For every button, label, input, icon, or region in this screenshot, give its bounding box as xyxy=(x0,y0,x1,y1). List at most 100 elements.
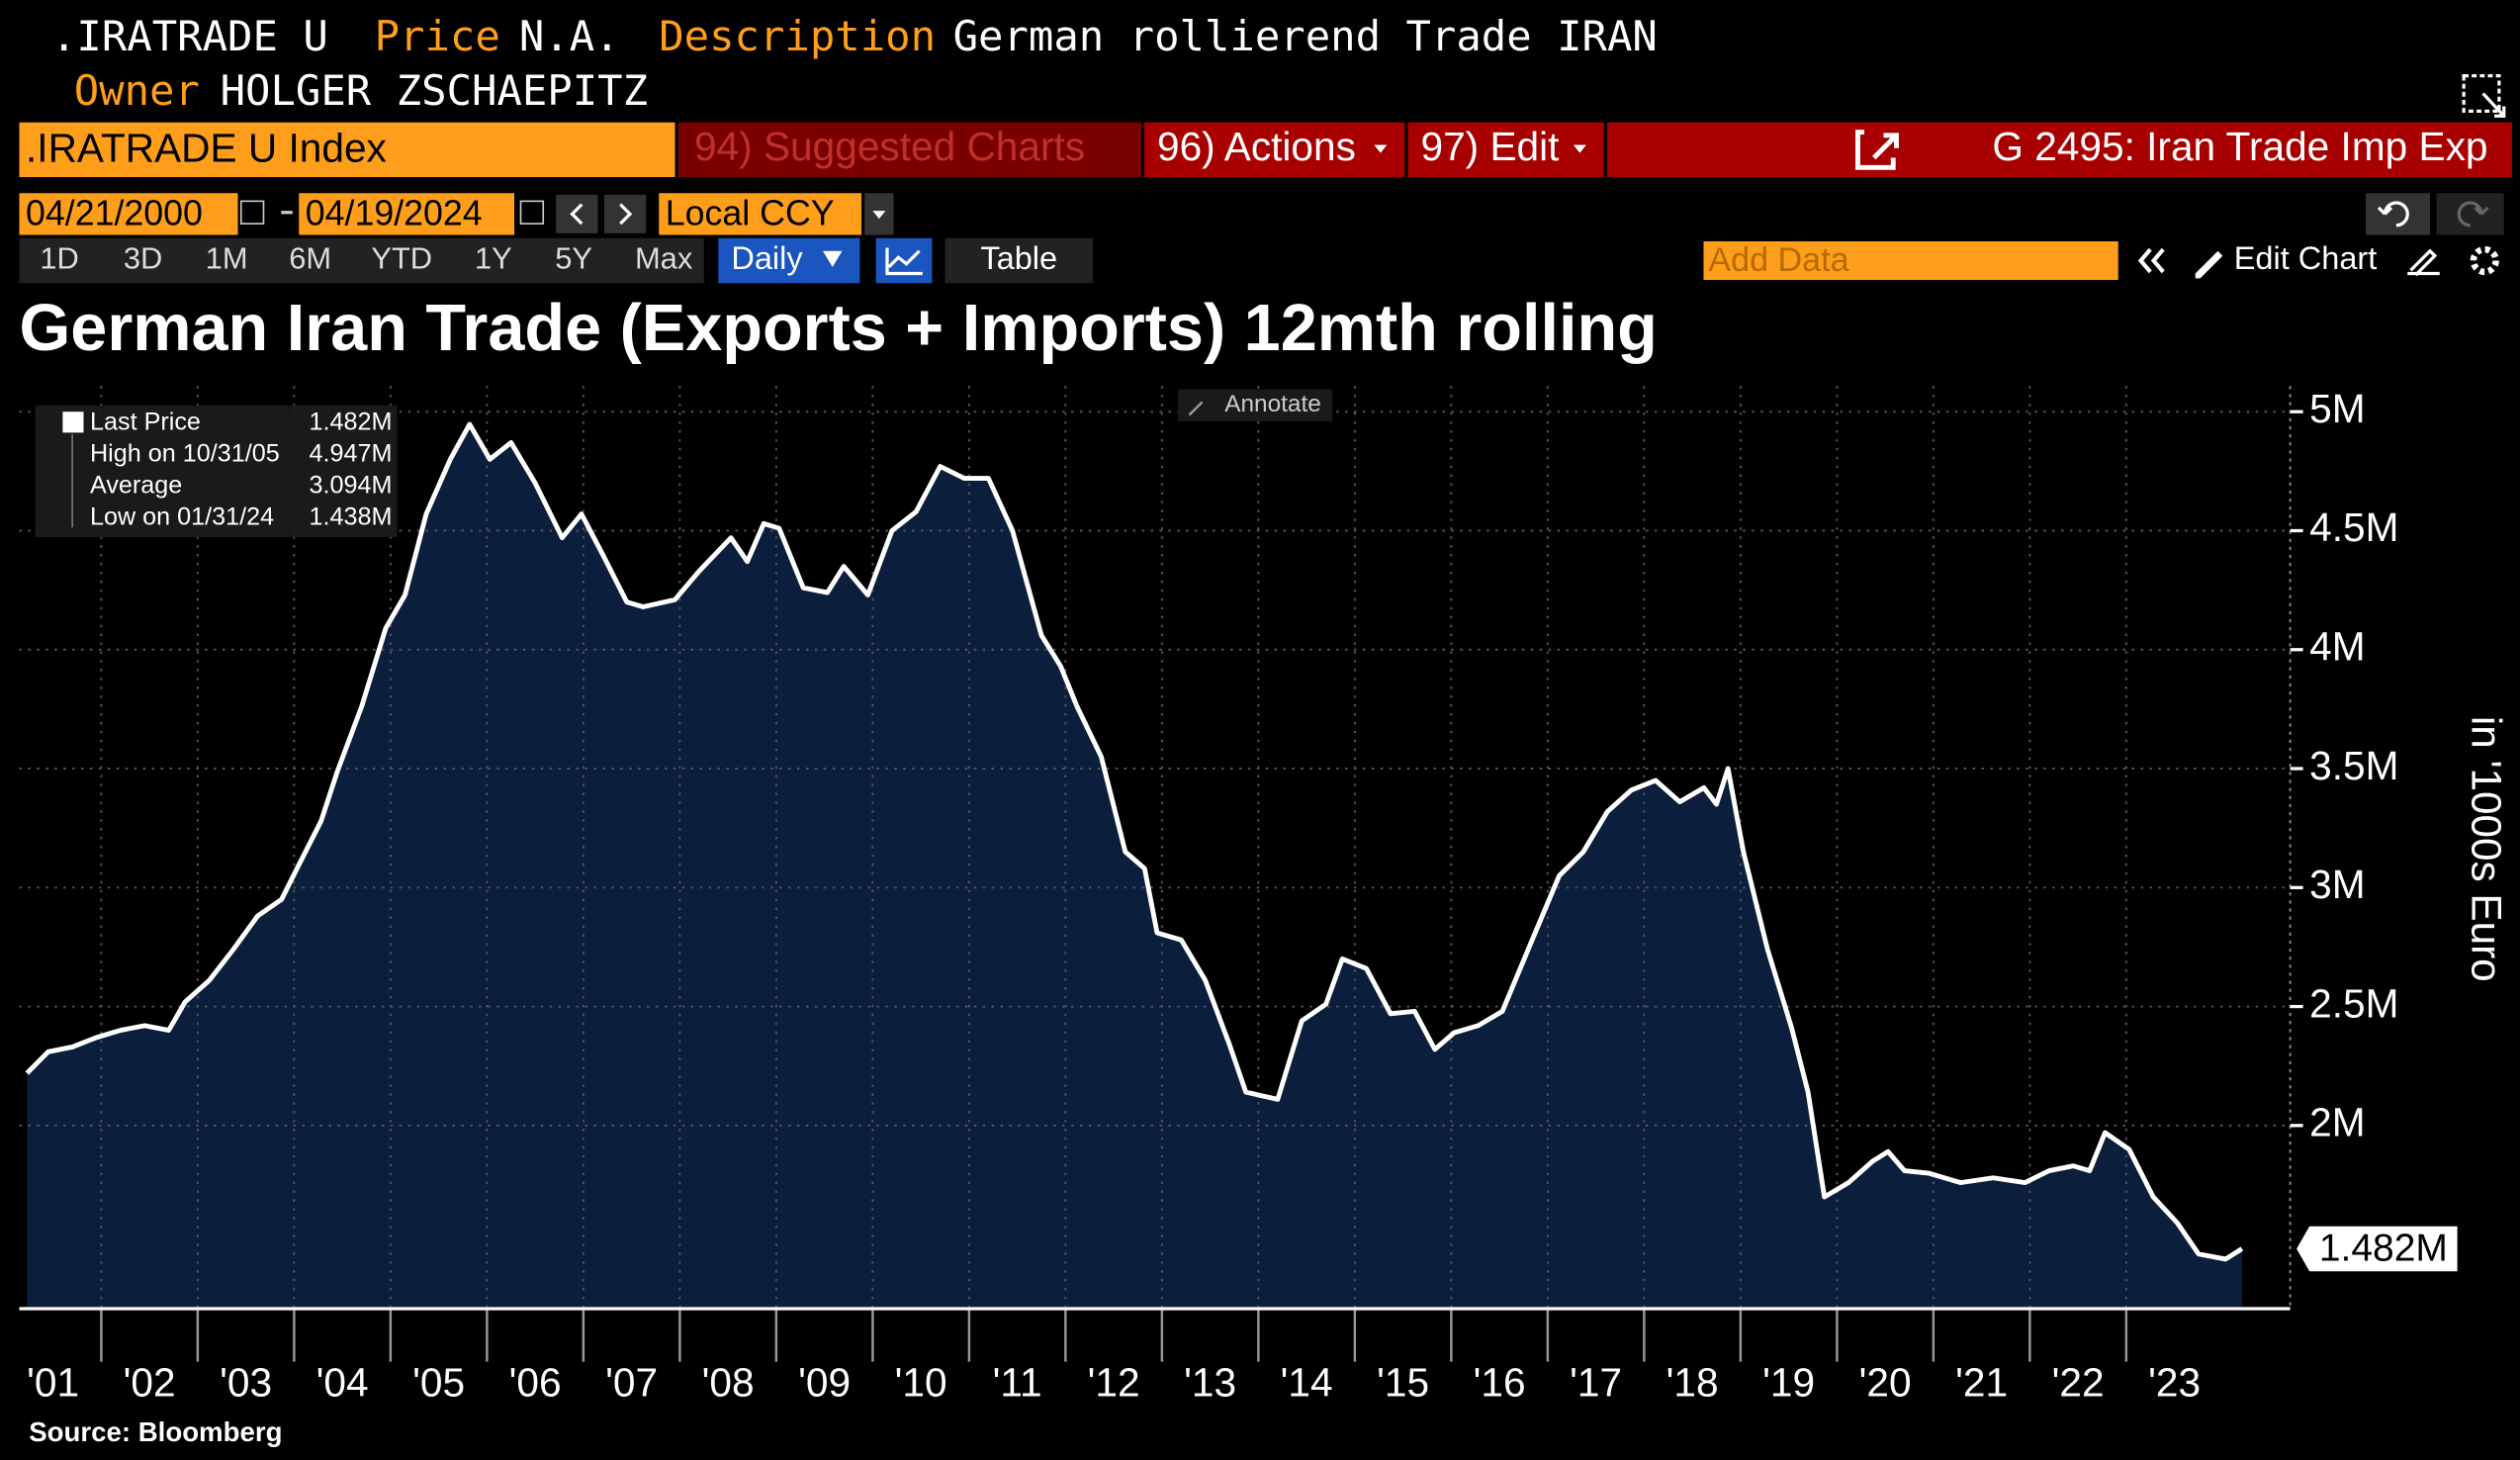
x-tick-label: '23 xyxy=(2148,1360,2201,1406)
legend-label: Average xyxy=(90,471,182,499)
edit: 97) Edit xyxy=(1421,124,1560,169)
end-date: 04/19/2024 xyxy=(306,193,483,232)
chart-name-bar[interactable] xyxy=(1607,122,2512,177)
prev-button[interactable] xyxy=(556,194,598,233)
x-tick-label: '05 xyxy=(412,1360,465,1406)
annotate-icon xyxy=(1188,401,1204,416)
x-tick-label: '01 xyxy=(27,1360,79,1406)
y-tick-label: 2.5M xyxy=(2309,980,2398,1026)
collapse-icon[interactable] xyxy=(2137,247,2165,274)
undo-icon xyxy=(2377,201,2409,228)
launch-icon xyxy=(1855,130,1899,170)
x-tick-label: '04 xyxy=(316,1360,369,1406)
range-button[interactable]: 1M xyxy=(206,241,248,276)
x-tick-label: '03 xyxy=(220,1360,272,1406)
description: German rollierend Trade IRAN xyxy=(953,12,1658,60)
dropdown-arrow xyxy=(1573,144,1586,153)
range-bar xyxy=(19,237,704,284)
actions-button[interactable] xyxy=(1144,122,1405,177)
security-box[interactable] xyxy=(19,122,675,177)
chart-icon xyxy=(885,247,923,276)
legend-value: 1.438M xyxy=(310,502,393,530)
start-date-box[interactable] xyxy=(19,193,238,235)
plot-area: 2M 2.5M 3M 3.5M 4M 4.5M 5M '01 '02 '03 '04 '05 '06 '0… xyxy=(19,386,2458,1406)
price: N.A. xyxy=(519,12,620,60)
dropdown-arrow xyxy=(872,211,886,220)
range-button[interactable]: 5Y xyxy=(555,241,592,276)
add-data: Add Data xyxy=(1708,241,1848,279)
legend-value: 1.482M xyxy=(310,408,393,435)
suggested: 94) Suggested Charts xyxy=(694,124,1085,169)
range-button[interactable]: 6M xyxy=(289,241,331,276)
x-tick-label: '07 xyxy=(605,1360,658,1406)
prev-arrow xyxy=(570,203,584,226)
date-separator xyxy=(281,211,293,215)
pencil-icon xyxy=(2195,250,2223,279)
price-label: Price xyxy=(375,12,500,60)
x-tick-label: '08 xyxy=(702,1360,755,1406)
range-button[interactable]: 1D xyxy=(40,241,78,276)
x-tick-label: '16 xyxy=(1474,1360,1526,1406)
range-button[interactable]: Max xyxy=(635,241,693,276)
legend-label: Low on 01/31/24 xyxy=(90,502,274,530)
calendar-icon[interactable] xyxy=(519,200,545,225)
y-tick-label: 3M xyxy=(2309,862,2365,907)
y-tick-label: 4.5M xyxy=(2309,504,2398,550)
security: .IRATRADE U Index xyxy=(26,126,387,171)
x-tick-label: '22 xyxy=(2052,1360,2105,1406)
ticker: .IRATRADE U xyxy=(51,12,328,60)
settings-icon[interactable] xyxy=(2470,245,2499,276)
currency: Local CCY xyxy=(666,193,835,232)
edit-button[interactable] xyxy=(1407,122,1604,177)
currency-box[interactable] xyxy=(659,193,861,235)
legend-label: Last Price xyxy=(90,408,201,435)
source: Source: Bloomberg xyxy=(29,1416,282,1447)
chart-name: G 2495: Iran Trade Imp Exp xyxy=(1992,124,2487,169)
range-button[interactable]: YTD xyxy=(371,241,432,276)
add-data-box[interactable] xyxy=(1703,241,2118,280)
x-tick-label: '02 xyxy=(124,1360,176,1406)
x-tick-label: '12 xyxy=(1088,1360,1140,1406)
redo-button[interactable] xyxy=(2436,193,2504,235)
dropdown-arrow xyxy=(823,250,843,267)
table: Table xyxy=(980,240,1057,276)
edit-chart[interactable]: Edit Chart xyxy=(2234,240,2378,276)
end-date-box[interactable] xyxy=(299,193,514,235)
next-button[interactable] xyxy=(604,194,647,233)
range-button[interactable]: 3D xyxy=(124,241,162,276)
calendar-icon[interactable] xyxy=(239,200,265,225)
y-tick-label: 4M xyxy=(2309,624,2365,670)
frequency: Daily xyxy=(731,240,803,276)
y-axis-label: in '1000s Euro xyxy=(2463,716,2509,982)
owner: HOLGER ZSCHAEPITZ xyxy=(221,66,648,115)
next-arrow xyxy=(619,203,633,226)
last-value-pointer xyxy=(2296,1226,2458,1272)
y-tick-label: 3.5M xyxy=(2309,743,2398,788)
redo-icon xyxy=(2457,201,2489,228)
last-value-label: 1.482M xyxy=(2319,1227,2448,1269)
x-tick-label: '10 xyxy=(895,1360,947,1406)
x-tick-label: '13 xyxy=(1184,1360,1236,1406)
popout-icon[interactable] xyxy=(2462,73,2506,118)
edit-icon[interactable] xyxy=(2407,248,2440,277)
description-label: Description xyxy=(659,12,936,60)
annotate-button[interactable] xyxy=(1178,389,1333,422)
legend-label: High on 10/31/05 xyxy=(90,439,280,467)
x-tick-label: '09 xyxy=(798,1360,851,1406)
x-tick-label: '19 xyxy=(1762,1360,1815,1406)
chart-title: German Iran Trade (Exports + Imports) 12… xyxy=(20,292,1658,365)
undo-button[interactable] xyxy=(2366,193,2430,235)
legend-swatch xyxy=(62,411,84,433)
price-line xyxy=(25,421,2244,1262)
suggested-button[interactable] xyxy=(677,122,1141,177)
x-tick-label: '14 xyxy=(1281,1360,1333,1406)
x-tick-label: '11 xyxy=(993,1360,1042,1406)
area xyxy=(27,423,2242,1308)
y-tick-label: 5M xyxy=(2309,386,2365,431)
table-button[interactable] xyxy=(945,237,1094,284)
legend-value: 4.947M xyxy=(310,439,393,467)
start-date: 04/21/2000 xyxy=(26,193,203,232)
x-tick-label: '20 xyxy=(1859,1360,1912,1406)
range-button[interactable]: 1Y xyxy=(475,241,512,276)
actions: 96) Actions xyxy=(1157,124,1356,169)
